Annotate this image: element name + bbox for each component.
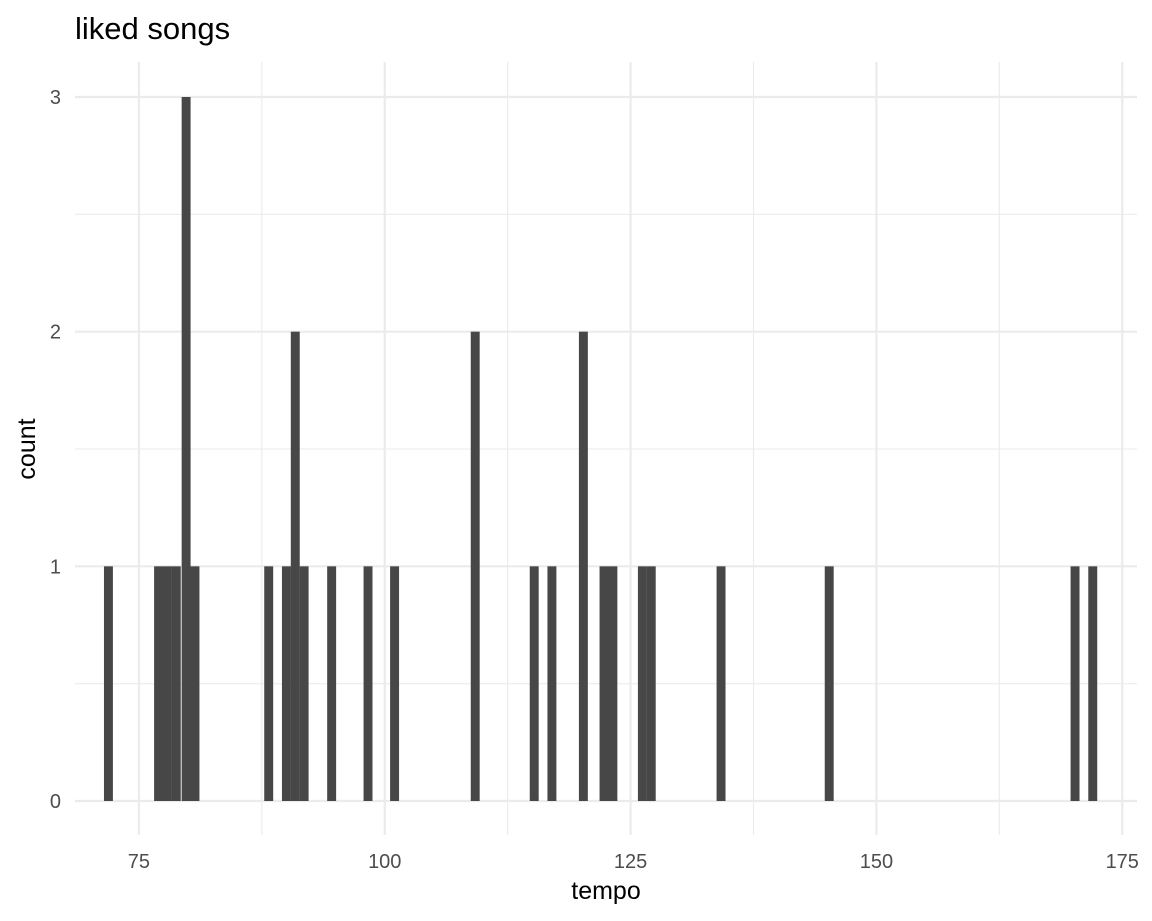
histogram-bar-1 [154, 566, 164, 801]
y-axis-title: count [13, 418, 41, 479]
histogram-bar-4 [181, 97, 191, 801]
y-tick-label-1: 1 [50, 556, 61, 578]
histogram-bar-0 [103, 566, 113, 801]
x-tick-label-3: 150 [860, 851, 893, 873]
histogram-bar-13 [470, 331, 480, 801]
histogram-bar-22 [824, 566, 834, 801]
histogram-bar-10 [327, 566, 337, 801]
histogram-bar-16 [578, 331, 588, 801]
histogram-bar-5 [190, 566, 200, 801]
histogram-bar-21 [716, 566, 726, 801]
histogram-bar-20 [646, 566, 656, 801]
histogram-bar-7 [281, 566, 291, 801]
y-tick-label-2: 2 [50, 322, 61, 344]
x-tick-label-1: 100 [368, 851, 401, 873]
histogram-bar-14 [529, 566, 539, 801]
y-tick-label-3: 3 [50, 87, 61, 109]
chart-title: liked songs [75, 11, 230, 46]
histogram-bar-12 [390, 566, 400, 801]
x-tick-label-2: 125 [614, 851, 647, 873]
histogram-bars [103, 97, 1098, 801]
histogram-bar-11 [363, 566, 373, 801]
histogram-bar-19 [637, 566, 647, 801]
x-axis-tick-labels: 75 100 125 150 175 [128, 851, 1139, 873]
x-tick-label-0: 75 [128, 851, 150, 873]
histogram-bar-23 [1070, 566, 1080, 801]
histogram-bar-2 [162, 566, 172, 801]
y-axis-tick-labels: 0 1 2 3 [50, 87, 61, 813]
y-tick-label-0: 0 [50, 791, 61, 813]
histogram-bar-9 [299, 566, 309, 801]
histogram-bar-6 [264, 566, 274, 801]
histogram-bar-17 [599, 566, 609, 801]
histogram-bar-8 [290, 331, 300, 801]
histogram-bar-3 [171, 566, 181, 801]
histogram-bar-15 [547, 566, 557, 801]
histogram-bar-18 [608, 566, 618, 801]
x-tick-label-4: 175 [1106, 851, 1139, 873]
histogram-bar-24 [1088, 566, 1098, 801]
x-axis-title: tempo [571, 877, 640, 905]
